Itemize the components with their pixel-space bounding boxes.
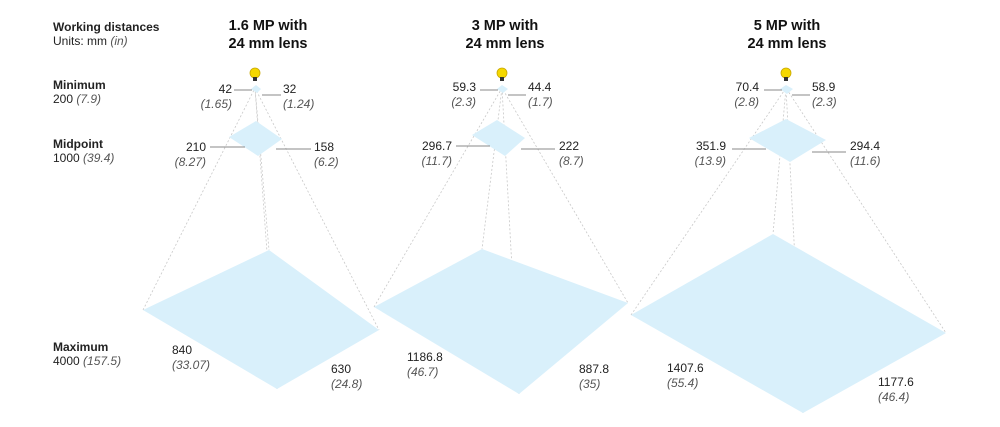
row-name: Minimum <box>53 78 106 92</box>
dim-max-width: 1186.8 (46.7) <box>407 350 443 380</box>
dim-value: 58.9 <box>812 80 836 94</box>
dim-value-alt: (33.07) <box>172 358 211 372</box>
plane-minimum <box>251 85 261 93</box>
dim-value-alt: (8.27) <box>174 155 206 169</box>
dim-value: 70.4 <box>735 80 759 94</box>
dim-value-alt: (35) <box>579 377 601 391</box>
dim-min-height: 32 (1.24) <box>283 82 314 112</box>
column-title-1-6mp: 1.6 MP with 24 mm lens <box>168 17 368 53</box>
dim-value-alt: (8.7) <box>559 154 584 168</box>
title-line1: 1.6 MP with <box>228 18 308 34</box>
dim-value: 210 <box>185 140 206 154</box>
dim-mid-height: 158 (6.2) <box>314 140 339 170</box>
dim-mid-width: 296.7 (11.7) <box>402 139 452 169</box>
camera-lens-icon <box>249 67 261 81</box>
dim-max-height: 1177.6 (46.4) <box>878 375 914 405</box>
plane-maximum <box>143 250 379 389</box>
dim-value: 1186.8 <box>407 350 443 364</box>
dim-mid-width: 351.9 (13.9) <box>676 139 726 169</box>
column-title-3mp: 3 MP with 24 mm lens <box>405 17 605 53</box>
row-name: Maximum <box>53 340 109 354</box>
dim-mid-height: 294.4 (11.6) <box>850 139 880 169</box>
dim-value-alt: (2.8) <box>734 95 759 109</box>
dim-value: 42 <box>218 82 232 96</box>
dim-value-alt: (11.6) <box>850 154 881 168</box>
row-name: Midpoint <box>53 137 103 151</box>
dim-value-alt: (46.7) <box>407 365 439 379</box>
plane-minimum <box>780 85 793 94</box>
dim-value-alt: (46.4) <box>878 390 910 404</box>
camera-lens-icon <box>496 67 508 81</box>
dim-min-width: 59.3 (2.3) <box>436 80 476 110</box>
row-value-alt: (157.5) <box>83 354 122 368</box>
dim-value-alt: (2.3) <box>812 95 837 109</box>
plane-maximum <box>631 234 946 413</box>
plane-minimum <box>497 85 508 93</box>
row-value-alt: (7.9) <box>76 92 102 106</box>
dim-value-alt: (2.3) <box>451 95 476 109</box>
dim-max-height: 630 (24.8) <box>331 362 362 392</box>
dim-value: 222 <box>559 139 580 153</box>
dim-value-alt: (24.8) <box>331 377 363 391</box>
dim-value: 840 <box>172 343 193 357</box>
title-line1: 5 MP with <box>753 18 821 34</box>
dim-value: 1177.6 <box>878 375 914 389</box>
dim-value-alt: (13.9) <box>694 154 726 168</box>
units-alt: (in) <box>110 34 128 48</box>
camera-lens-icon <box>780 67 792 81</box>
dim-max-width: 1407.6 (55.4) <box>667 361 704 391</box>
plane-midpoint <box>229 121 282 156</box>
dim-value-alt: (55.4) <box>667 376 699 390</box>
dim-value-alt: (1.65) <box>200 97 232 111</box>
dim-value: 59.3 <box>452 80 476 94</box>
plane-midpoint <box>472 120 525 156</box>
dim-value-alt: (1.7) <box>528 95 553 109</box>
dim-mid-width: 210 (8.27) <box>160 140 206 170</box>
row-label-minimum: Minimum 200 (7.9) <box>53 78 106 106</box>
title-line2: 24 mm lens <box>228 36 308 52</box>
dim-mid-height: 222 (8.7) <box>559 139 584 169</box>
row-label-maximum: Maximum 4000 (157.5) <box>53 340 121 368</box>
dim-value-alt: (6.2) <box>314 155 339 169</box>
dim-min-height: 44.4 (1.7) <box>528 80 553 110</box>
dim-value: 351.9 <box>695 139 726 153</box>
dim-value: 158 <box>314 140 335 154</box>
dim-max-height: 887.8 (35) <box>579 362 609 392</box>
row-value: 1000 <box>53 151 80 165</box>
legend-title: Working distances <box>53 20 160 34</box>
column-title-5mp: 5 MP with 24 mm lens <box>687 17 887 53</box>
dim-min-height: 58.9 (2.3) <box>812 80 837 110</box>
row-value-alt: (39.4) <box>83 151 115 165</box>
units-label: Units: mm <box>53 34 107 48</box>
pyramid-1-6mp <box>142 67 380 390</box>
dim-value: 44.4 <box>528 80 552 94</box>
dim-min-width: 70.4 (2.8) <box>719 80 759 110</box>
dim-value-alt: (11.7) <box>421 154 452 168</box>
title-line1: 3 MP with <box>471 18 539 34</box>
plane-maximum <box>374 249 628 394</box>
row-value: 4000 <box>53 354 80 368</box>
dim-min-width: 42 (1.65) <box>192 82 232 112</box>
plane-midpoint <box>749 119 826 162</box>
pyramid-5mp <box>630 67 947 414</box>
dim-value: 1407.6 <box>667 361 704 375</box>
title-line2: 24 mm lens <box>465 36 545 52</box>
title-line2: 24 mm lens <box>747 36 827 52</box>
dim-max-width: 840 (33.07) <box>172 343 210 373</box>
dim-value: 294.4 <box>850 139 881 153</box>
dim-value: 296.7 <box>421 139 452 153</box>
row-value: 200 <box>53 92 74 106</box>
dim-value: 630 <box>331 362 352 376</box>
legend-title-block: Working distances Units: mm (in) <box>53 20 159 48</box>
dim-value: 32 <box>283 82 297 96</box>
frustum-edges <box>630 87 947 334</box>
row-label-midpoint: Midpoint 1000 (39.4) <box>53 137 114 165</box>
dim-value: 887.8 <box>579 362 610 376</box>
dim-value-alt: (1.24) <box>283 97 315 111</box>
pyramid-3mp <box>373 67 629 395</box>
